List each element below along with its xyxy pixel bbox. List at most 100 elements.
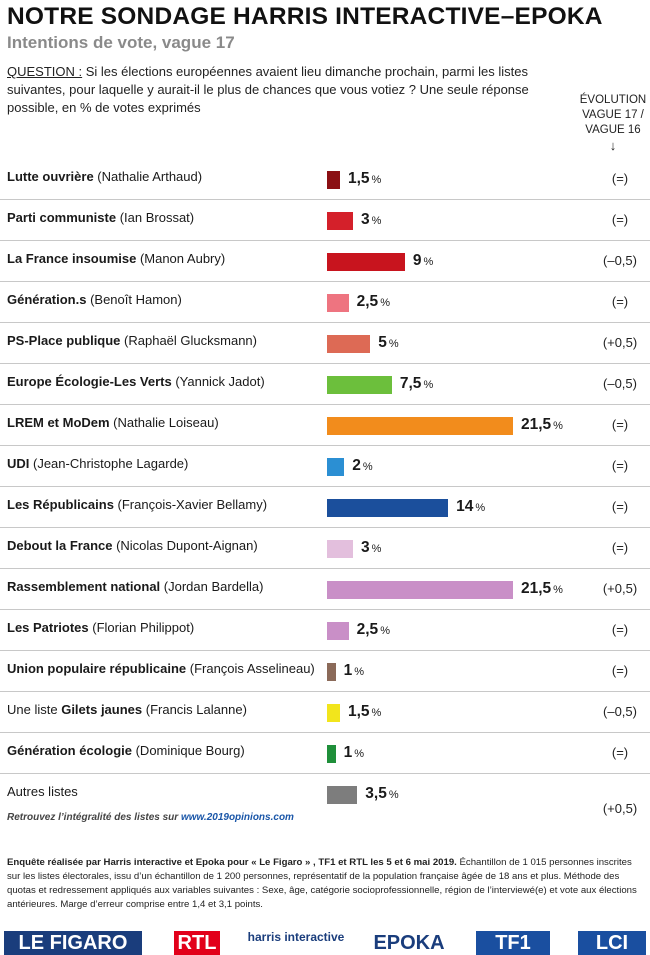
evolution-value: (–0,5) — [603, 253, 637, 268]
evolution-value: (=) — [611, 212, 629, 227]
survey-question: QUESTION : Si les élections européennes … — [7, 63, 552, 117]
bar-value-label: 14% — [456, 498, 485, 516]
chart-row: Debout la France (Nicolas Dupont-Aignan)… — [0, 527, 650, 569]
percent-sign: % — [423, 256, 434, 268]
percent-sign: % — [362, 461, 373, 473]
row-label: Lutte ouvrière (Nathalie Arthaud) — [7, 169, 202, 184]
source-link[interactable]: www.2019opinions.com — [180, 812, 294, 823]
row-label-candidate: (Francis Lalanne) — [142, 702, 247, 717]
bar — [327, 704, 340, 722]
bar — [327, 745, 336, 763]
bar — [327, 376, 392, 394]
bar-value: 5 — [378, 334, 387, 351]
bar-value-label: 3,5% — [365, 785, 398, 803]
bar-value: 3,5 — [365, 785, 387, 802]
evolution-value: (–0,5) — [603, 704, 637, 719]
bar — [327, 622, 349, 640]
evolution-value: (–0,5) — [603, 376, 637, 391]
bar-value: 21,5 — [520, 580, 552, 597]
chart-row: UDI (Jean-Christophe Lagarde) 2% (=) — [0, 445, 650, 487]
bar — [327, 499, 449, 517]
bar-value-label: 3% — [361, 211, 381, 229]
evolution-value: (=) — [611, 458, 629, 473]
evolution-value: (=) — [611, 663, 629, 678]
row-label-party: Gilets jaunes — [61, 702, 143, 717]
chart-row: Une liste Gilets jaunes (Francis Lalanne… — [0, 691, 650, 733]
row-label-candidate: (Nathalie Arthaud) — [93, 169, 203, 184]
row-label: Les Patriotes (Florian Philippot) — [7, 620, 194, 635]
bar — [327, 212, 353, 230]
partner-logos: LE FIGARO RTL harris interactive EPOKA TF1 LC… — [0, 930, 650, 955]
chart-row: Génération.s (Benoît Hamon) 2,5% (=) — [0, 281, 650, 323]
row-label: Génération.s (Benoît Hamon) — [7, 292, 182, 307]
bar-value-label: 3% — [361, 539, 381, 557]
percent-sign: % — [388, 338, 399, 350]
evolution-header-line3: VAGUE 16 — [585, 124, 641, 136]
row-label-party: Rassemblement national — [7, 579, 161, 594]
chart-row: PS-Place publique (Raphaël Glucksmann) 5%… — [0, 322, 650, 364]
chart-row: Parti communiste (Ian Brossat) 3% (=) — [0, 199, 650, 241]
row-label: Rassemblement national (Jordan Bardella) — [7, 579, 263, 594]
bar-value: 14 — [456, 498, 474, 515]
percent-sign: % — [354, 748, 365, 760]
evolution-value: (=) — [611, 417, 629, 432]
bar — [327, 786, 358, 804]
bar-value: 2 — [352, 457, 361, 474]
bar-value: 21,5 — [520, 416, 552, 433]
row-label-party: Union populaire républicaine — [7, 661, 187, 676]
row-label: Une liste Gilets jaunes (Francis Lalanne… — [7, 702, 247, 717]
percent-sign: % — [553, 584, 563, 596]
methodology-note-bold: Enquête réalisée par Harris interactive … — [7, 857, 457, 868]
row-label: Les Républicains (François-Xavier Bellam… — [7, 497, 267, 512]
percent-sign: % — [371, 174, 382, 186]
row-label-party: Europe Écologie-Les Verts — [7, 374, 172, 389]
row-label-party: Les Patriotes — [7, 620, 89, 635]
row-label-party: Génération écologie — [7, 743, 132, 758]
bar — [327, 581, 513, 599]
bar-value: 3 — [360, 539, 370, 556]
row-label-candidate: (François-Xavier Bellamy) — [113, 497, 268, 512]
bar — [327, 294, 349, 312]
percent-sign: % — [371, 707, 382, 719]
evolution-header-line1: ÉVOLUTION — [579, 94, 647, 106]
bar — [327, 335, 371, 353]
bar — [327, 458, 345, 476]
bar-value: 3 — [360, 211, 370, 228]
source-text: Retrouvez l’intégralité des listes sur — [7, 812, 181, 823]
row-label-candidate: (Nicolas Dupont-Aignan) — [112, 538, 258, 553]
row-label: Debout la France (Nicolas Dupont-Aignan) — [7, 538, 258, 553]
row-label-party: Génération.s — [7, 292, 87, 307]
arrow-down-icon: ↓ — [609, 138, 617, 153]
row-label-party: Parti communiste — [7, 210, 117, 225]
row-label-candidate: (Manon Aubry) — [136, 251, 226, 266]
evolution-value: (+0,5) — [602, 801, 638, 816]
row-label: Autres listes — [7, 784, 78, 799]
row-label: LREM et MoDem (Nathalie Loiseau) — [7, 415, 219, 430]
evolution-header: ÉVOLUTION VAGUE 17 / VAGUE 16 ↓ — [572, 93, 650, 153]
bar-value-label: 5% — [378, 334, 398, 352]
row-label-prefix: Une liste — [7, 702, 62, 717]
logo-le-figaro: LE FIGARO — [4, 931, 142, 955]
question-text: Si les élections européennes avaient lie… — [7, 64, 529, 115]
row-label-prefix: Autres listes — [7, 784, 78, 799]
question-label: QUESTION : — [7, 64, 83, 79]
row-label-party: La France insoumise — [7, 251, 137, 266]
row-label-party: UDI — [7, 456, 30, 471]
row-label-candidate: (Yannick Jadot) — [171, 374, 265, 389]
bar-value-label: 2,5% — [357, 293, 390, 311]
evolution-value: (=) — [611, 540, 629, 555]
methodology-note: Enquête réalisée par Harris interactive … — [7, 856, 647, 912]
row-label: UDI (Jean-Christophe Lagarde) — [7, 456, 188, 471]
evolution-value: (=) — [611, 499, 629, 514]
row-label: Génération écologie (Dominique Bourg) — [7, 743, 245, 758]
evolution-value: (=) — [611, 294, 629, 309]
bar-value: 1,5 — [347, 703, 370, 720]
chart-row: Lutte ouvrière (Nathalie Arthaud) 1,5% (=) — [0, 158, 650, 200]
bar-value: 9 — [412, 252, 422, 269]
bar — [327, 663, 336, 681]
percent-sign: % — [354, 666, 365, 678]
evolution-value: (+0,5) — [602, 581, 638, 596]
row-label: PS-Place publique (Raphaël Glucksmann) — [7, 333, 257, 348]
evolution-value: (=) — [611, 171, 629, 186]
row-label-candidate: (Ian Brossat) — [116, 210, 195, 225]
